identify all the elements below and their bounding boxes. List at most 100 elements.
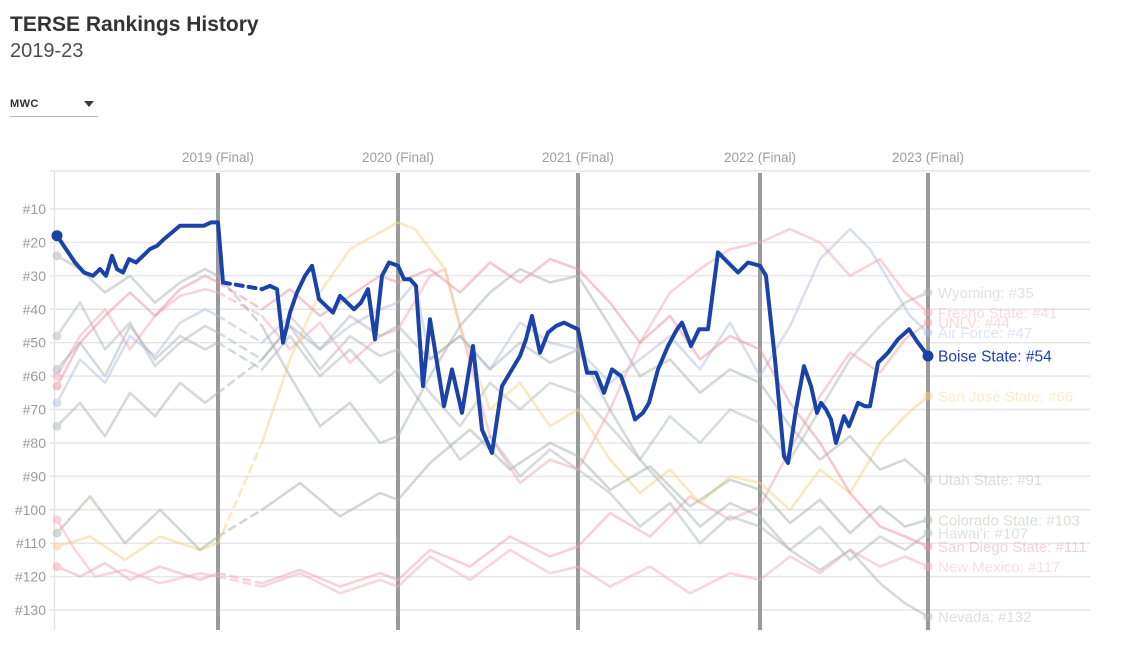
team-series-air-force[interactable]: Air Force: #47 [52,227,1033,408]
y-axis-tick-label: #120 [15,569,46,585]
team-label-wyoming[interactable]: Wyoming: #35 [938,285,1034,302]
team-series-line [216,281,264,311]
series-start-dot [52,331,62,341]
team-series-unlv[interactable]: UNLV: #44 [52,315,1010,588]
y-axis-tick-label: #130 [15,602,46,618]
team-series-line [216,508,264,538]
y-axis-tick-label: #70 [23,402,47,418]
team-label-colorado-state[interactable]: Colorado State: #103 [938,512,1080,529]
team-label-new-mexico[interactable]: New Mexico: #117 [938,559,1060,576]
team-series-line [55,561,220,582]
series-end-dot [923,475,933,485]
series-start-dot [52,528,62,538]
series-start-dot [52,364,62,374]
team-label-san-jos-state[interactable]: San José State: #66 [938,389,1073,406]
series-start-dot [51,230,63,242]
series-start-dot [52,381,62,391]
team-series-line [55,381,220,438]
team-series-line [260,221,930,512]
y-axis-tick-label: #60 [23,368,47,384]
y-axis-tick-label: #40 [23,301,47,317]
team-series-line [216,441,264,545]
team-series-san-diego-state[interactable]: San Diego State: #111 [52,257,1087,556]
team-label-boise-state[interactable]: Boise State: #54 [938,349,1052,366]
team-series-line [216,274,264,328]
team-label-san-diego-state[interactable]: San Diego State: #111 [938,539,1087,556]
team-series-line [216,331,264,361]
y-axis-tick-label: #100 [15,502,46,518]
team-series-colorado-state[interactable]: Colorado State: #103 [52,428,1080,552]
season-final-label: 2023 (Final) [892,150,964,165]
team-series-line [55,287,220,378]
y-axis-tick-label: #90 [23,468,47,484]
season-final-markers: 2019 (Final) 2020 (Final) 2021 (Final) 2022… [182,150,964,630]
team-series-line [216,575,264,588]
y-axis-tick-label: #110 [16,535,46,551]
season-final-bar [576,173,580,630]
season-final-bar [758,173,762,630]
series-end-dot [923,288,933,297]
team-series-line [216,571,264,585]
team-series-line [260,334,930,562]
team-series-wyoming[interactable]: Wyoming: #35 [52,285,1034,461]
season-final-bar [926,173,930,630]
team-series-boise-state[interactable]: Boise State: #54 [51,220,1053,465]
page-subtitle: 2019-23 [10,40,84,63]
team-series-san-jos-state[interactable]: San José State: #66 [52,221,1074,562]
team-series-line [260,227,930,485]
series-start-dot [52,398,62,408]
team-label-nevada[interactable]: Nevada: #132 [938,609,1031,626]
team-label-utah-state[interactable]: Utah State: #91 [938,472,1042,489]
team-label-air-force[interactable]: Air Force: #47 [938,325,1032,342]
team-label-unlv[interactable]: UNLV: #44 [938,315,1010,332]
series-start-dot [52,562,62,572]
season-final-label: 2019 (Final) [182,150,254,165]
conference-select-value: MWC [10,98,39,110]
y-axis-tick-label: #20 [23,234,47,250]
series-end-dot [923,562,933,572]
season-final-bar [396,173,400,630]
y-axis-tick-label: #10 [23,201,47,217]
series-end-dot [922,350,934,362]
team-series-line [55,308,220,405]
series-start-dot [52,371,62,381]
series-end-dot [923,308,933,318]
chart-header: TERSE Rankings History 2019-23 [10,12,259,64]
team-series-line [260,291,930,461]
team-series-line [260,548,930,595]
series-start-dot [52,421,62,431]
series-start-dot [52,542,62,551]
page-title: TERSE Rankings History [10,13,259,36]
team-series-line [260,257,930,548]
conference-select[interactable]: MWC [10,92,98,117]
series-end-dot [923,318,933,328]
season-final-bar [216,173,220,630]
series-start-dot [52,515,62,525]
series-end-dot [923,391,933,401]
y-axis-tick-label: #80 [23,435,47,451]
season-final-label: 2021 (Final) [542,150,614,165]
team-series-line [260,321,930,588]
team-label-hawai-i[interactable]: Hawaiʻi: #107 [938,526,1028,543]
series-end-dot [923,515,933,525]
team-series-line [216,291,264,318]
team-series-line [55,495,220,552]
team-series-line [221,280,264,292]
series-end-dot [923,328,933,338]
season-final-label: 2020 (Final) [362,150,434,165]
team-series-line [55,220,225,285]
team-series-line [55,324,220,378]
team-series-line [260,250,930,465]
team-series-line [260,267,930,481]
series-end-dot [923,528,933,538]
series-end-dot [923,612,933,622]
season-final-label: 2022 (Final) [724,150,796,165]
y-axis-tick-label: #50 [23,335,47,351]
team-label-fresno-state[interactable]: Fresno State: #41 [938,305,1057,322]
team-series-line [55,274,220,388]
caret-down-icon [84,101,94,107]
team-series-line [260,428,930,535]
